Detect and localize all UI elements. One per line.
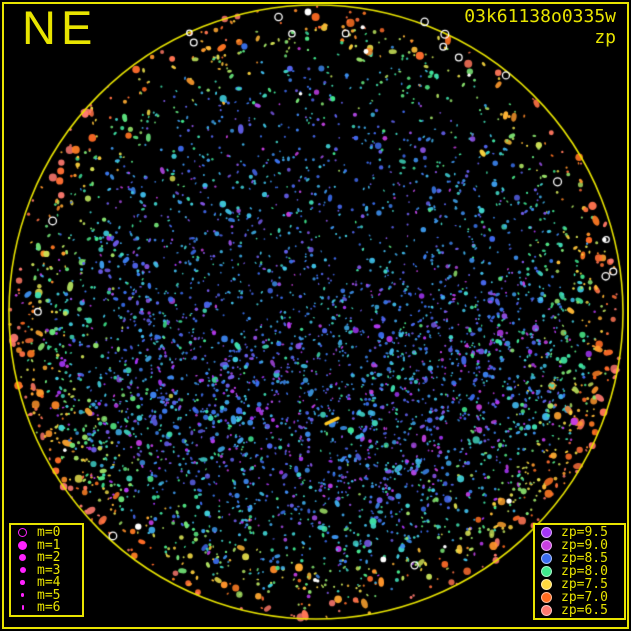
orientation-label: NE xyxy=(22,1,98,54)
zp-8.0-symbol xyxy=(539,566,554,577)
legend-label: zp=7.0 xyxy=(561,589,608,605)
magnitude-m1-symbol xyxy=(15,540,30,550)
legend-label: zp=7.5 xyxy=(561,576,608,592)
legend-label: zp=6.5 xyxy=(561,602,608,618)
magnitude-m5-symbol xyxy=(15,593,30,597)
zp-legend-row: zp=9.5 xyxy=(537,525,622,541)
legend-label: zp=8.0 xyxy=(561,564,608,579)
legend-label: zp=9.0 xyxy=(561,538,608,554)
zp-legend-row: zp=7.5 xyxy=(537,576,622,592)
zp-9.0-symbol xyxy=(539,540,554,552)
magnitude-legend: m=0 m=1 m=2 m=3 m=4 m=5 m=6 xyxy=(9,523,84,617)
magnitude-m0-symbol xyxy=(15,528,30,537)
legend-label: zp=9.5 xyxy=(561,525,608,541)
magnitude-m2-symbol xyxy=(15,553,30,562)
field-id-label: 03k61138o0335w xyxy=(464,6,616,27)
zp-legend-row: zp=6.5 xyxy=(537,602,622,618)
zp-legend-row: zp=7.0 xyxy=(537,589,622,605)
zp-legend-row: zp=8.0 xyxy=(537,564,622,579)
zp-9.5-symbol xyxy=(539,527,554,539)
zp-6.5-symbol xyxy=(539,604,554,616)
magnitude-legend-row: m=0 xyxy=(13,525,80,540)
legend-label: m=0 xyxy=(37,525,61,540)
magnitude-legend-row: m=6 xyxy=(13,600,80,615)
zp-legend-row: zp=8.5 xyxy=(537,551,622,567)
magnitude-legend-row: m=3 xyxy=(13,562,80,578)
magnitude-legend-row: m=4 xyxy=(13,575,80,590)
magnitude-m4-symbol xyxy=(15,580,30,585)
magnitude-m3-symbol xyxy=(15,567,30,573)
magnitude-legend-row: m=1 xyxy=(13,537,80,553)
legend-label: zp=8.5 xyxy=(561,551,608,567)
zp-7.5-symbol xyxy=(539,578,554,590)
magnitude-legend-row: m=2 xyxy=(13,550,80,565)
legend-label: m=5 xyxy=(37,587,61,603)
magnitude-m6-symbol xyxy=(15,605,30,610)
legend-label: m=3 xyxy=(37,562,61,578)
legend-label: m=1 xyxy=(37,537,61,553)
legend-label: m=4 xyxy=(37,575,61,590)
color-variable-label: zp xyxy=(594,27,616,48)
legend-label: m=2 xyxy=(37,550,61,565)
zp-legend: zp=9.5 zp=9.0 zp=8.5 zp=8.0 zp=7.5 zp=7.… xyxy=(533,523,626,620)
zp-8.5-symbol xyxy=(539,553,554,565)
magnitude-legend-row: m=5 xyxy=(13,587,80,603)
legend-label: m=6 xyxy=(37,600,61,615)
zp-legend-row: zp=9.0 xyxy=(537,538,622,554)
zp-7.0-symbol xyxy=(539,591,554,603)
